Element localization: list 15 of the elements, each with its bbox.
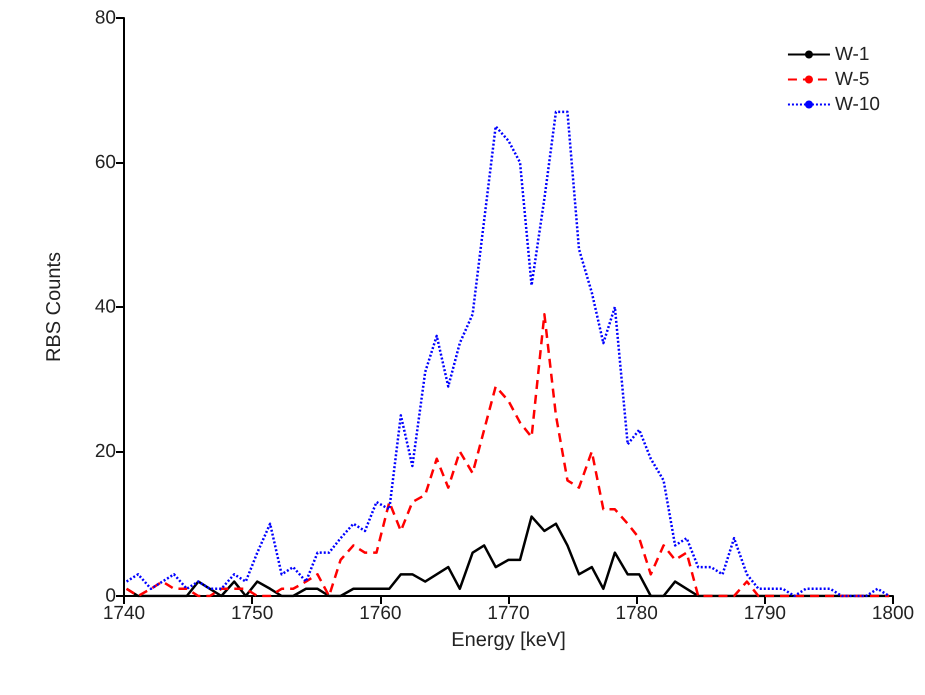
x-tick-label: 1780 [616, 603, 658, 624]
x-tick-label: 1790 [744, 603, 786, 624]
x-tick-label: 1800 [872, 603, 914, 624]
legend-label: W-10 [834, 94, 880, 115]
x-axis-title: Energy [keV] [451, 629, 566, 651]
x-tick-label: 1750 [231, 603, 274, 624]
x-tick-label: 1760 [359, 603, 402, 624]
legend-label: W-1 [834, 44, 870, 65]
y-axis-title: RBS Counts [43, 252, 65, 362]
y-tick-label: 80 [94, 8, 116, 28]
y-tick-label: 40 [94, 296, 116, 318]
y-tick-label: 20 [94, 441, 116, 462]
x-tick-label: 1770 [487, 603, 530, 624]
legend-label: W-5 [834, 69, 870, 90]
y-tick-label: 60 [94, 152, 116, 173]
